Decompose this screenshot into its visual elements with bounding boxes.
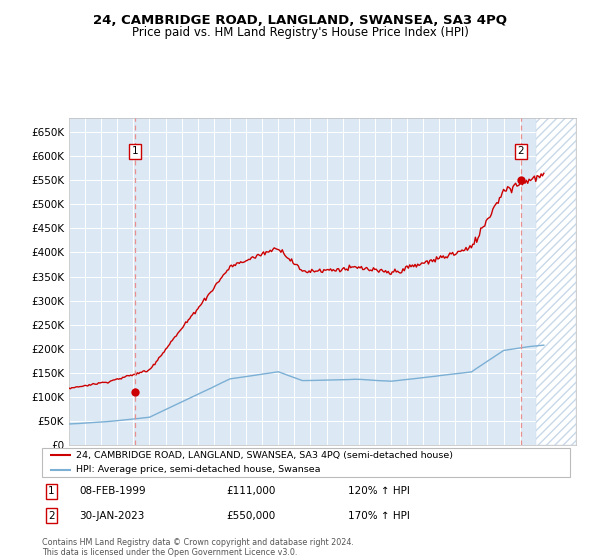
Text: 08-FEB-1999: 08-FEB-1999 [79, 486, 146, 496]
Text: 24, CAMBRIDGE ROAD, LANGLAND, SWANSEA, SA3 4PQ: 24, CAMBRIDGE ROAD, LANGLAND, SWANSEA, S… [93, 14, 507, 27]
Text: 30-JAN-2023: 30-JAN-2023 [79, 511, 145, 521]
Text: Price paid vs. HM Land Registry's House Price Index (HPI): Price paid vs. HM Land Registry's House … [131, 26, 469, 39]
Text: £111,000: £111,000 [227, 486, 276, 496]
Text: 170% ↑ HPI: 170% ↑ HPI [348, 511, 410, 521]
Text: 24, CAMBRIDGE ROAD, LANGLAND, SWANSEA, SA3 4PQ (semi-detached house): 24, CAMBRIDGE ROAD, LANGLAND, SWANSEA, S… [76, 451, 454, 460]
Bar [536, 118, 576, 445]
Text: 2: 2 [48, 511, 55, 521]
Bar [536, 118, 576, 445]
FancyBboxPatch shape [42, 448, 570, 477]
Text: 120% ↑ HPI: 120% ↑ HPI [348, 486, 410, 496]
Text: 1: 1 [48, 486, 55, 496]
Text: 2: 2 [518, 146, 524, 156]
Text: HPI: Average price, semi-detached house, Swansea: HPI: Average price, semi-detached house,… [76, 465, 321, 474]
Text: £550,000: £550,000 [227, 511, 276, 521]
Text: 1: 1 [132, 146, 139, 156]
Text: Contains HM Land Registry data © Crown copyright and database right 2024.
This d: Contains HM Land Registry data © Crown c… [42, 538, 354, 557]
